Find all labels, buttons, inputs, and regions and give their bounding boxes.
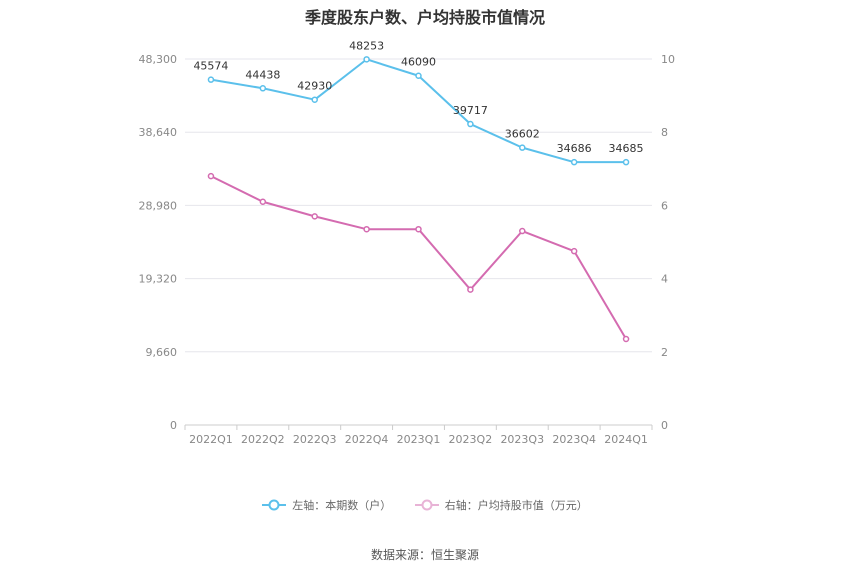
legend-label-households: 左轴：本期数（户） bbox=[292, 499, 392, 512]
x-tick-label: 2022Q1 bbox=[189, 433, 233, 446]
series-1-point bbox=[622, 335, 630, 343]
left-tick-label: 0 bbox=[170, 419, 177, 432]
series-1-point bbox=[519, 227, 526, 235]
legend-label-market-value: 右轴：户均持股市值（万元） bbox=[444, 499, 588, 512]
x-tick-label: 2022Q3 bbox=[293, 433, 337, 446]
data-label: 34686 bbox=[557, 142, 592, 155]
series-1-point bbox=[311, 213, 318, 220]
series-layer bbox=[207, 56, 630, 343]
x-tick-label: 2023Q2 bbox=[449, 433, 493, 446]
right-tick-label: 2 bbox=[661, 346, 668, 359]
x-axis-ticks: 2022Q1 2022Q2 2022Q3 2022Q4 2023Q1 2023Q2 2023… bbox=[184, 425, 653, 446]
left-tick-label: 28,980 bbox=[139, 199, 178, 212]
data-source: 数据来源：恒生聚源 bbox=[370, 548, 479, 562]
right-tick-label: 6 bbox=[661, 199, 668, 212]
legend: 左轴：本期数（户） 右轴：户均持股市值（万元） bbox=[0, 497, 850, 514]
chart-title: 季度股东户数、户均持股市值情况 bbox=[304, 8, 545, 27]
series-0-point bbox=[622, 158, 630, 166]
series-1-point bbox=[207, 172, 215, 180]
data-labels: 45574 44438 42930 48253 46090 39717 36602 34686… bbox=[193, 39, 643, 155]
legend-marker-blue bbox=[262, 499, 287, 511]
x-tick-label: 2023Q3 bbox=[500, 433, 544, 446]
right-axis-ticks: 0 2 4 6 8 10 bbox=[661, 53, 675, 432]
left-tick-label: 19,320 bbox=[139, 273, 178, 286]
data-label: 45574 bbox=[193, 60, 228, 73]
series-0-point bbox=[259, 85, 267, 92]
series-0-point bbox=[207, 76, 215, 83]
series-1-point bbox=[259, 198, 267, 205]
x-tick-label: 2022Q2 bbox=[241, 433, 285, 446]
data-label: 36602 bbox=[505, 128, 540, 141]
x-tick-label: 2024Q1 bbox=[604, 433, 648, 446]
series-1-point bbox=[570, 247, 578, 255]
data-label: 48253 bbox=[349, 39, 384, 52]
data-label: 42930 bbox=[297, 80, 332, 93]
right-tick-label: 10 bbox=[661, 53, 675, 66]
x-tick-label: 2022Q4 bbox=[345, 433, 389, 446]
left-tick-label: 9,660 bbox=[146, 346, 178, 359]
left-axis-ticks: 0 9,660 19,320 28,980 38,640 48,300 bbox=[139, 53, 178, 432]
series-1-point bbox=[363, 225, 370, 233]
series-1-point bbox=[467, 286, 474, 293]
data-label: 34685 bbox=[609, 142, 644, 155]
data-label: 46090 bbox=[401, 56, 436, 69]
legend-item-households[interactable]: 左轴：本期数（户） bbox=[262, 497, 391, 513]
right-tick-label: 4 bbox=[661, 273, 668, 286]
data-label: 44438 bbox=[245, 68, 280, 81]
series-0-point bbox=[415, 72, 422, 79]
left-tick-label: 38,640 bbox=[139, 126, 178, 139]
legend-marker-pink bbox=[414, 499, 439, 511]
right-tick-label: 0 bbox=[661, 419, 668, 432]
x-tick-label: 2023Q4 bbox=[552, 433, 596, 446]
x-tick-label: 2023Q1 bbox=[397, 433, 441, 446]
series-0-point bbox=[363, 56, 370, 63]
series-0-point bbox=[311, 96, 318, 103]
legend-item-market-value[interactable]: 右轴：户均持股市值（万元） bbox=[414, 497, 588, 513]
series-line-1 bbox=[210, 175, 627, 340]
series-0-point bbox=[519, 144, 526, 151]
data-label: 39717 bbox=[453, 104, 488, 117]
series-0-point bbox=[467, 120, 474, 128]
left-tick-label: 48,300 bbox=[139, 53, 178, 66]
series-1-point bbox=[415, 225, 422, 233]
grid-lines bbox=[185, 58, 652, 426]
right-tick-label: 8 bbox=[661, 126, 668, 139]
series-0-point bbox=[570, 158, 578, 166]
